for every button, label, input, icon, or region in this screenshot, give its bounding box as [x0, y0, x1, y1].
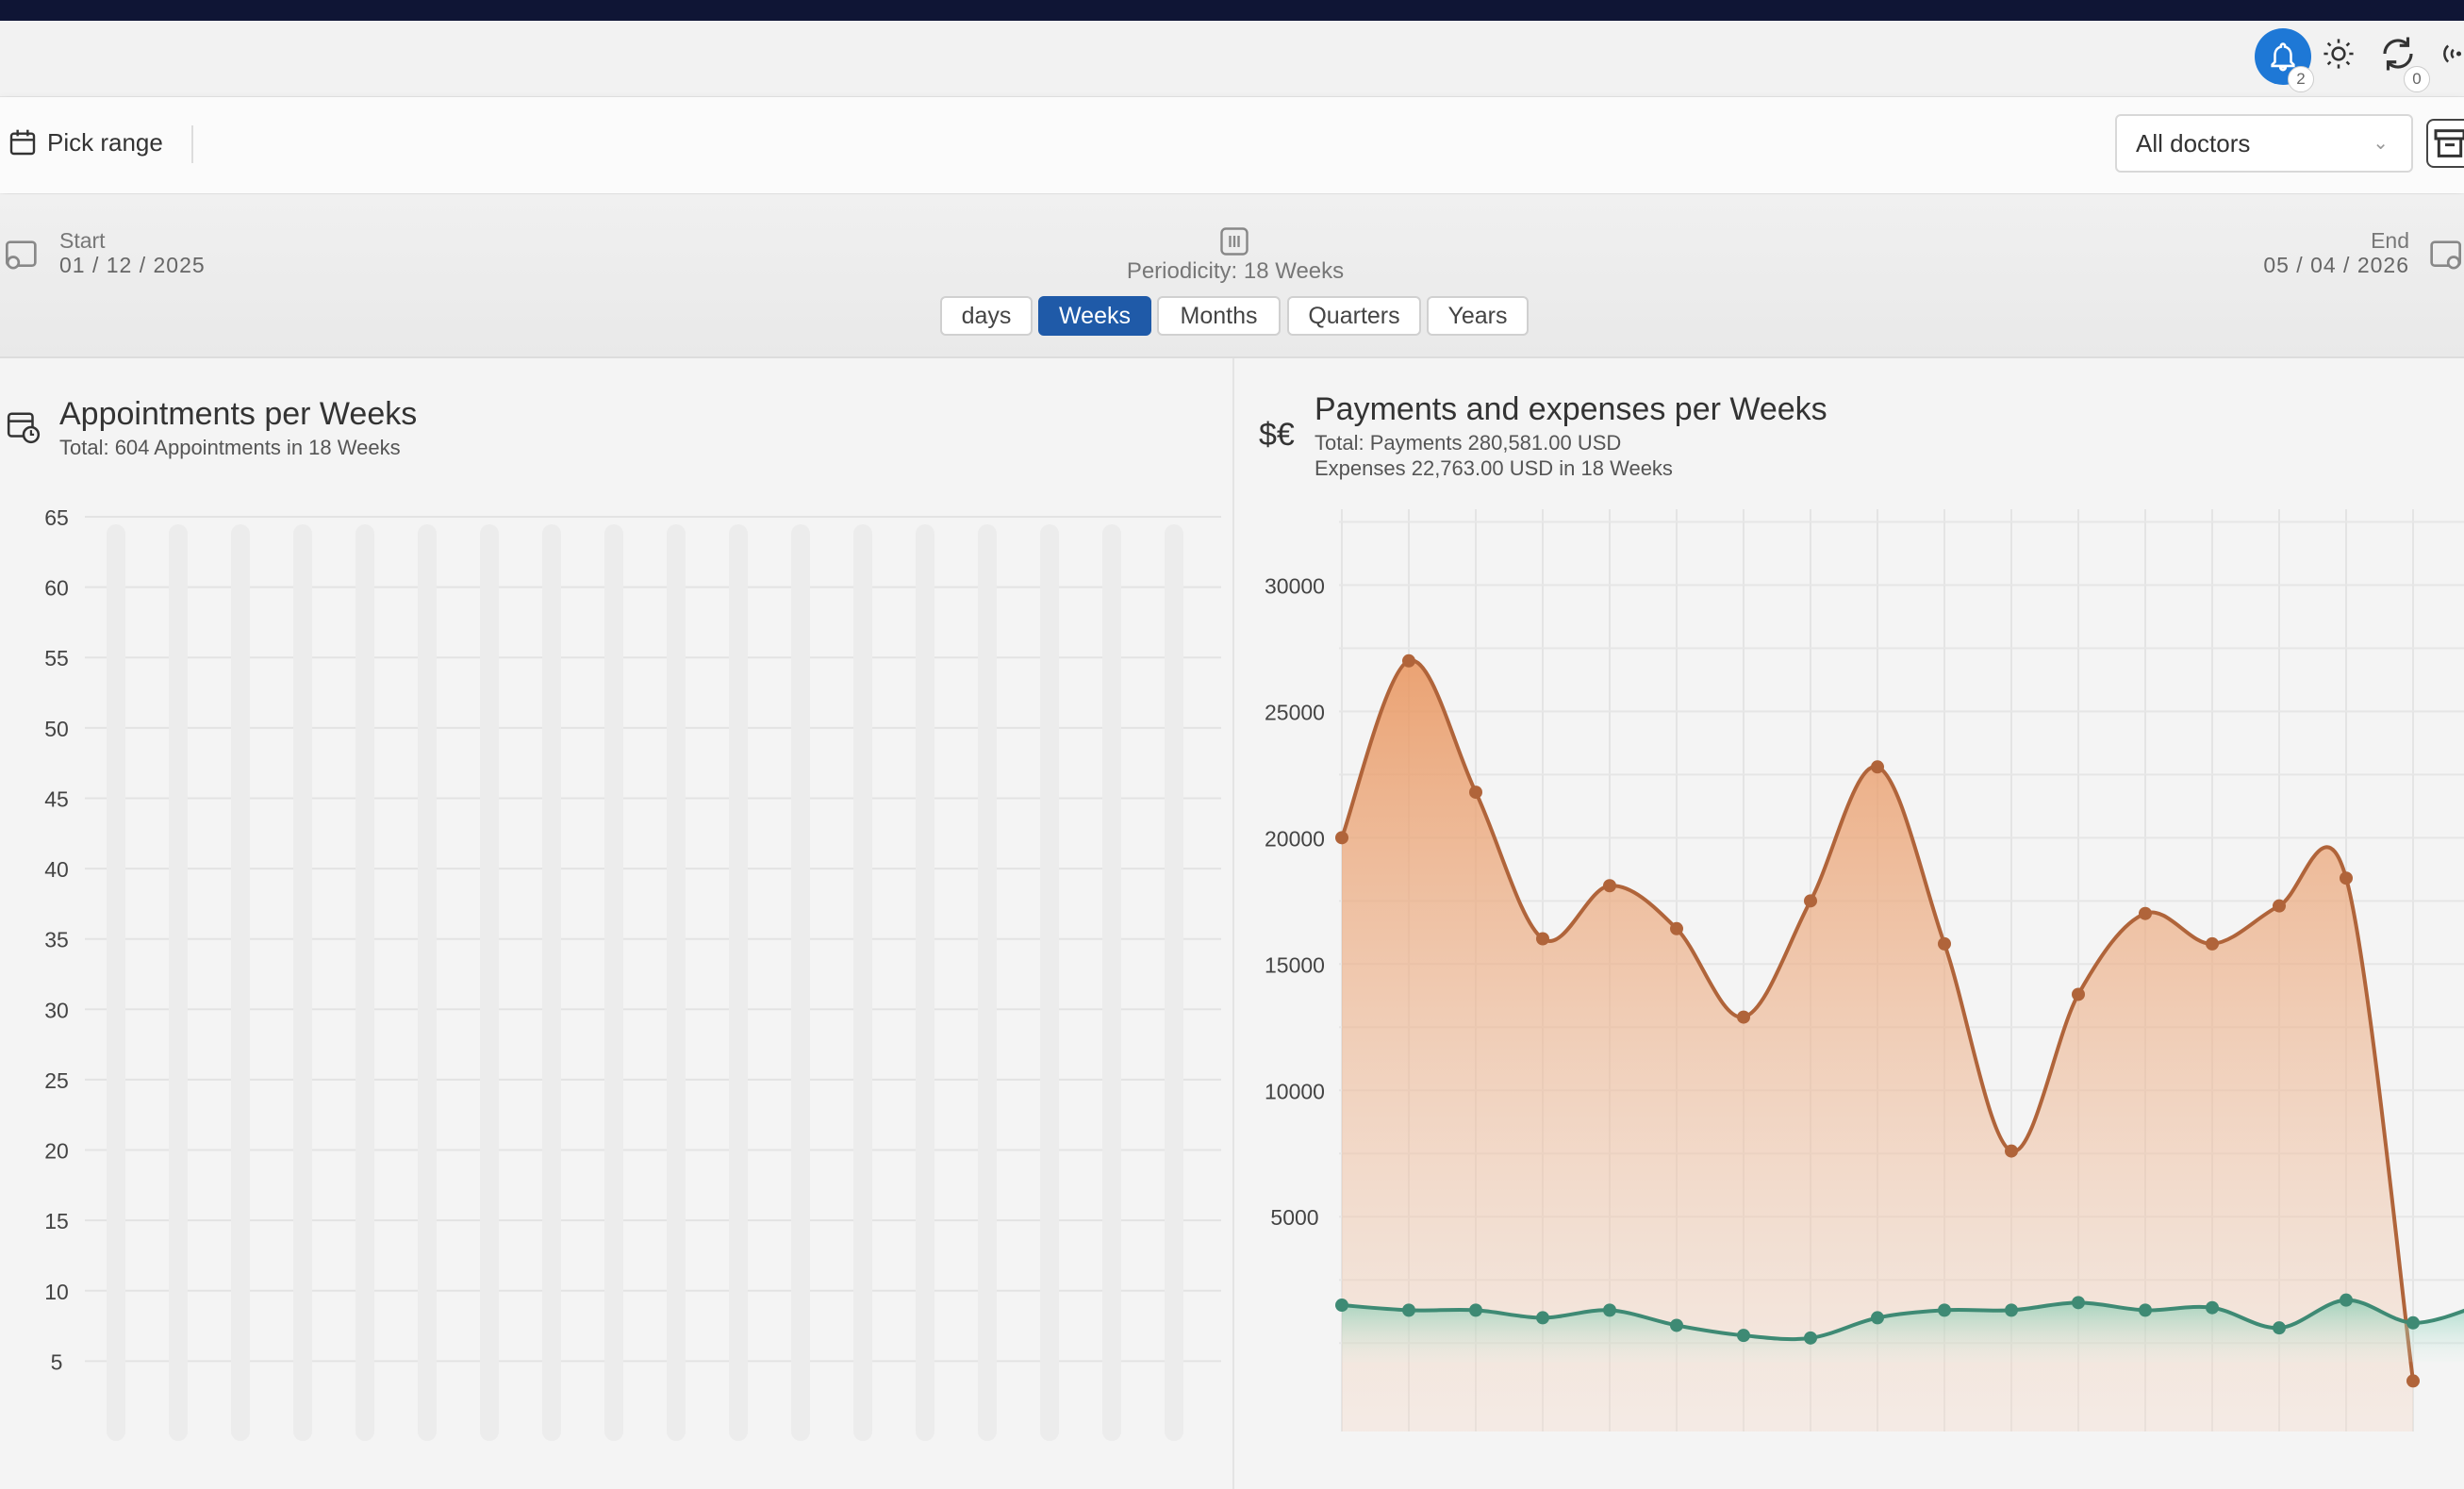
data-point[interactable] — [2406, 1374, 2420, 1388]
data-point[interactable] — [2072, 987, 2085, 1001]
data-point[interactable] — [1670, 921, 1683, 935]
calendar-range-icon — [9, 129, 36, 156]
y-tick-label: 20000 — [1265, 826, 1325, 851]
y-tick-label: 50 — [44, 717, 69, 741]
data-point[interactable] — [1871, 760, 1884, 774]
y-tick-label: 25000 — [1265, 700, 1325, 724]
wireless-icon[interactable] — [2438, 38, 2464, 70]
y-tick-label: 30 — [44, 998, 69, 1022]
y-tick-label: 5000 — [1270, 1205, 1318, 1230]
y-tick-label: 30000 — [1265, 573, 1325, 598]
data-point[interactable] — [1938, 936, 1951, 951]
data-point[interactable] — [2273, 1321, 2286, 1335]
y-tick-label: 45 — [44, 786, 69, 811]
start-calendar-icon[interactable] — [4, 236, 41, 273]
data-point[interactable] — [2340, 1293, 2353, 1307]
end-calendar-icon[interactable] — [2425, 236, 2463, 273]
toolbar-divider — [191, 125, 193, 163]
bell-icon — [2271, 42, 2295, 72]
data-point[interactable] — [2273, 899, 2286, 913]
data-point[interactable] — [2005, 1144, 2018, 1158]
data-point[interactable] — [2340, 871, 2353, 885]
period-years-button[interactable]: Years — [1427, 296, 1529, 336]
y-tick-label: 15000 — [1265, 952, 1325, 977]
data-point[interactable] — [1603, 1303, 1616, 1317]
data-point[interactable] — [1871, 1311, 1884, 1325]
start-date[interactable]: 01 / 12 / 2025 — [59, 253, 206, 277]
period-months-button[interactable]: Months — [1157, 296, 1281, 336]
data-point[interactable] — [2139, 1303, 2152, 1317]
data-point[interactable] — [2206, 1300, 2219, 1315]
data-point[interactable] — [2005, 1303, 2018, 1317]
y-tick-label: 25 — [44, 1068, 69, 1093]
data-point[interactable] — [1670, 1318, 1683, 1332]
end-date[interactable]: 05 / 04 / 2026 — [2263, 253, 2409, 277]
payments-chart-subtitle-payments: Total: Payments 280,581.00 USD — [1315, 431, 1622, 455]
calendar-clock-icon — [7, 412, 41, 444]
currency-icon: $€ — [1259, 417, 1295, 453]
periodicity-icon — [1220, 227, 1249, 256]
notifications-button[interactable] — [2255, 28, 2311, 85]
data-point[interactable] — [1402, 1303, 1415, 1317]
data-point[interactable] — [1804, 894, 1817, 908]
pick-range-button[interactable]: Pick range — [8, 123, 163, 162]
app-bar — [0, 21, 2464, 97]
start-label: Start — [59, 228, 106, 253]
data-point[interactable] — [1335, 1299, 1348, 1313]
data-point[interactable] — [1402, 654, 1415, 668]
series-area — [1342, 660, 2413, 1431]
appointments-bar-chart: 5 10 15 20 25 30 35 40 45 50 55 60 65 — [44, 505, 1221, 1441]
y-tick-label: 65 — [44, 505, 69, 530]
y-tick-label: 10000 — [1265, 1079, 1325, 1103]
appointments-chart-subtitle: Total: 604 Appointments in 18 Weeks — [59, 436, 401, 459]
data-point[interactable] — [1938, 1303, 1951, 1317]
data-point[interactable] — [1737, 1329, 1750, 1343]
y-tick-label: 20 — [44, 1139, 69, 1164]
data-point[interactable] — [2406, 1315, 2420, 1330]
y-tick-label: 60 — [44, 576, 69, 601]
archive-icon — [2434, 129, 2464, 157]
period-days-button[interactable]: days — [940, 296, 1033, 336]
data-point[interactable] — [1603, 879, 1616, 893]
pick-range-label: Pick range — [47, 127, 163, 157]
y-tick-label: 40 — [44, 857, 69, 882]
payments-chart-subtitle-expenses: Expenses 22,763.00 USD in 18 Weeks — [1315, 456, 1673, 480]
window-top-strip — [0, 0, 2464, 21]
data-point[interactable] — [2206, 936, 2219, 951]
periodicity-label: Periodicity: 18 Weeks — [1126, 258, 1345, 284]
data-point[interactable] — [1737, 1010, 1750, 1024]
chevron-down-icon: ⌄ — [2373, 133, 2389, 154]
data-point[interactable] — [1804, 1331, 1817, 1345]
y-tick-label: 55 — [44, 646, 69, 670]
data-point[interactable] — [1469, 786, 1482, 800]
archive-button[interactable] — [2426, 119, 2464, 168]
data-point[interactable] — [1469, 1303, 1482, 1317]
data-point[interactable] — [1536, 932, 1549, 946]
appointments-chart-title: Appointments per Weeks — [59, 396, 418, 432]
doctor-select[interactable]: All doctors ⌄ — [2115, 114, 2413, 173]
y-tick-label: 10 — [44, 1280, 69, 1304]
sync-badge: 0 — [2404, 66, 2430, 92]
payments-area-chart: 5000 10000 15000 20000 25000 30000 — [1265, 509, 2464, 1431]
data-point[interactable] — [1335, 831, 1348, 845]
period-quarters-button[interactable]: Quarters — [1287, 296, 1421, 336]
sun-icon[interactable] — [2323, 38, 2355, 70]
sync-icon[interactable] — [2378, 34, 2418, 74]
end-label: End — [2371, 228, 2409, 253]
data-point[interactable] — [2139, 906, 2152, 920]
payments-chart-title: Payments and expenses per Weeks — [1315, 391, 1827, 427]
y-tick-label: 5 — [51, 1349, 63, 1374]
period-weeks-button[interactable]: Weeks — [1038, 296, 1151, 336]
y-tick-label: 15 — [44, 1209, 69, 1233]
filter-toolbar — [0, 97, 2464, 193]
charts-divider — [1232, 358, 1234, 1489]
doctor-select-value: All doctors — [2136, 129, 2251, 157]
data-point[interactable] — [1536, 1311, 1549, 1325]
data-point[interactable] — [2072, 1296, 2085, 1310]
notifications-badge: 2 — [2288, 66, 2314, 92]
y-tick-label: 35 — [44, 928, 69, 952]
series-area — [1342, 1299, 2464, 1363]
